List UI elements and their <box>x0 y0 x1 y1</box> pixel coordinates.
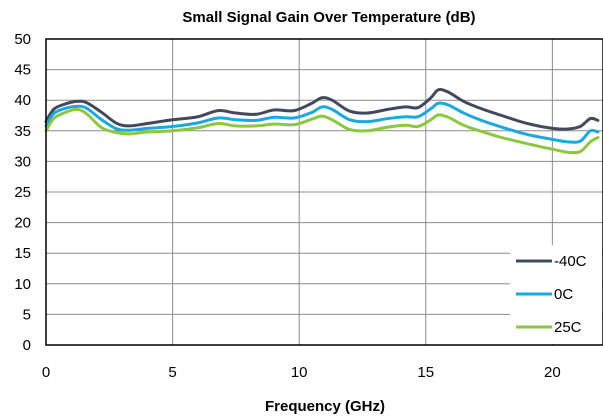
x-tick-label: 5 <box>168 364 176 381</box>
x-tick-label: 10 <box>291 364 308 381</box>
y-tick-label: 40 <box>14 92 31 109</box>
x-tick-label: 0 <box>42 364 50 381</box>
series-line <box>44 107 600 155</box>
y-tick-label: 20 <box>14 215 31 232</box>
series-line <box>44 88 600 131</box>
plot-frame <box>45 38 603 346</box>
y-tick-label: 0 <box>23 337 31 354</box>
legend-label: 25C <box>554 319 582 336</box>
x-tick-label: 15 <box>417 364 434 381</box>
y-tick-label: 25 <box>14 184 31 201</box>
y-tick-label: 10 <box>14 276 31 293</box>
y-tick-label: 30 <box>14 153 31 170</box>
legend-label: -40C <box>554 253 587 270</box>
series-line <box>44 101 600 144</box>
legend: -40C 0C 25C <box>510 245 602 344</box>
series-layer <box>44 88 600 155</box>
y-tick-label: 5 <box>23 306 31 323</box>
legend-label: 0C <box>554 286 573 303</box>
y-tick-label: 35 <box>14 123 31 140</box>
chart-title: Small Signal Gain Over Temperature (dB) <box>182 9 475 26</box>
y-tick-label: 45 <box>14 62 31 79</box>
y-tick-label: 50 <box>14 31 31 48</box>
x-axis-label: Frequency (GHz) <box>265 398 385 415</box>
y-tick-label: 15 <box>14 245 31 262</box>
tick-labels: 0 5 10 15 20 25 30 35 40 45 50 0 5 10 15 20 <box>14 31 560 381</box>
x-tick-label: 20 <box>544 364 561 381</box>
